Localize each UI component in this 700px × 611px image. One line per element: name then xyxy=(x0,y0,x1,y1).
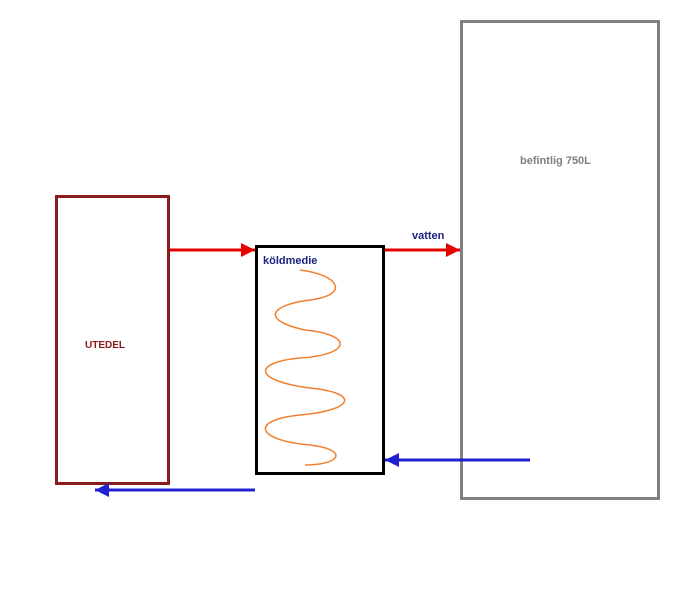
tank-label: befintlig 750L xyxy=(520,155,591,167)
koldmedie-label: köldmedie xyxy=(263,255,317,267)
arrow-cold-return xyxy=(95,483,255,497)
tank-box xyxy=(460,20,660,500)
heat-exchanger-box xyxy=(255,245,385,475)
arrow-hot-to-tank xyxy=(385,243,460,257)
utedel-label: UTEDEL xyxy=(85,340,125,351)
arrow-hot-out xyxy=(170,243,255,257)
vatten-label: vatten xyxy=(412,230,444,242)
